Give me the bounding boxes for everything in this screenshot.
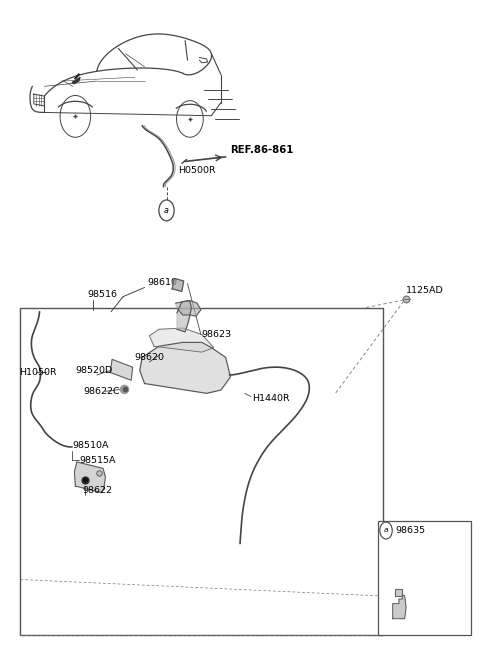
- Text: 98623: 98623: [202, 330, 232, 339]
- Bar: [378, 521, 471, 635]
- Text: H1050R: H1050R: [20, 368, 57, 377]
- Polygon shape: [149, 328, 214, 352]
- Text: a: a: [384, 527, 388, 533]
- Text: 98510A: 98510A: [72, 441, 108, 450]
- Bar: [21, 308, 383, 635]
- Text: 98520D: 98520D: [75, 366, 113, 375]
- Polygon shape: [140, 342, 230, 394]
- Text: 98610: 98610: [147, 278, 177, 287]
- Text: 98516: 98516: [87, 290, 117, 299]
- Text: a: a: [164, 206, 169, 215]
- Text: 98515A: 98515A: [79, 456, 116, 465]
- Polygon shape: [172, 278, 184, 291]
- Polygon shape: [74, 462, 106, 493]
- Text: REF.86-861: REF.86-861: [230, 145, 294, 155]
- Text: H1440R: H1440R: [252, 394, 289, 403]
- Polygon shape: [393, 594, 406, 619]
- Text: 98635: 98635: [396, 526, 426, 535]
- Polygon shape: [395, 589, 402, 596]
- Text: 1125AD: 1125AD: [406, 285, 444, 295]
- Text: 98622C: 98622C: [84, 387, 120, 396]
- Polygon shape: [177, 300, 192, 332]
- Polygon shape: [72, 77, 80, 84]
- Polygon shape: [110, 359, 132, 380]
- Polygon shape: [176, 300, 201, 316]
- Text: 98622: 98622: [83, 485, 112, 495]
- Ellipse shape: [120, 385, 129, 394]
- Text: H0500R: H0500R: [178, 166, 216, 175]
- Text: 98620: 98620: [134, 353, 164, 362]
